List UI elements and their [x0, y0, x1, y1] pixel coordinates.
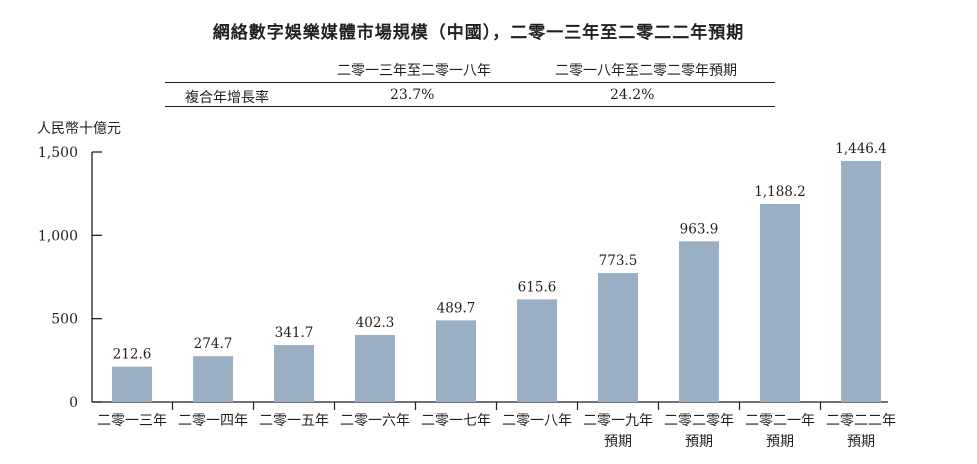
bar [355, 334, 395, 402]
bar-value-label: 1,446.4 [835, 141, 887, 157]
x-tick-label: 二零一六年 [340, 413, 410, 429]
y-tick-label: 0 [69, 395, 78, 411]
x-tick-label: 二零二一年 [745, 413, 815, 429]
cagr-table-top-rule [165, 82, 775, 83]
cagr-value-1: 23.7% [390, 87, 435, 103]
bar-value-label: 489.7 [437, 300, 476, 316]
x-tick-label: 預期 [847, 434, 875, 450]
y-tick-label: 500 [51, 312, 78, 328]
cagr-value-2: 24.2% [610, 87, 655, 103]
bar [193, 356, 233, 402]
cagr-table: 二零一三年至二零一八年 二零一八年至二零二零年預期 複合年增長率 23.7% 2… [165, 56, 775, 110]
chart-title: 網絡數字娛樂媒體市場規模（中國），二零一三年至二零二二年預期 [212, 23, 745, 43]
x-tick-label: 二零一七年 [421, 413, 491, 429]
bar [841, 160, 881, 402]
x-tick-label: 二零一九年 [583, 413, 653, 429]
x-tick-label: 預期 [766, 434, 794, 450]
x-tick-label: 二零一五年 [259, 413, 329, 429]
bar-value-label: 341.7 [275, 325, 314, 341]
x-tick-label: 二零二二年 [826, 413, 896, 429]
bar [274, 345, 314, 402]
x-tick-label: 二零二零年 [664, 413, 734, 429]
y-tick-label: 1,500 [38, 145, 78, 161]
x-tick-label: 二零一三年 [97, 413, 167, 429]
bar [517, 299, 557, 402]
x-tick-label: 二零一八年 [502, 413, 572, 429]
x-tick-label: 預期 [604, 434, 632, 450]
cagr-period-2-header: 二零一八年至二零二零年預期 [555, 63, 737, 79]
bar [760, 203, 800, 402]
bar-value-label: 773.5 [599, 253, 638, 269]
bar [436, 320, 476, 402]
bar-value-label: 963.9 [680, 221, 719, 237]
y-tick-label: 1,000 [38, 228, 78, 244]
bar-value-label: 1,188.2 [754, 184, 806, 200]
bar [112, 366, 152, 402]
bar [679, 241, 719, 402]
cagr-period-1-header: 二零一三年至二零一八年 [337, 63, 491, 79]
x-tick-label: 預期 [685, 434, 713, 450]
bar-value-label: 615.6 [518, 279, 557, 295]
y-axis-unit-label: 人民幣十億元 [37, 121, 121, 137]
cagr-row-label: 複合年增長率 [185, 90, 269, 106]
x-tick-label: 二零一四年 [178, 413, 248, 429]
bar-value-label: 212.6 [113, 347, 152, 363]
bar [598, 273, 638, 402]
bar-value-label: 402.3 [356, 315, 395, 331]
cagr-table-bottom-rule [165, 106, 775, 107]
bar-value-label: 274.7 [194, 336, 233, 352]
